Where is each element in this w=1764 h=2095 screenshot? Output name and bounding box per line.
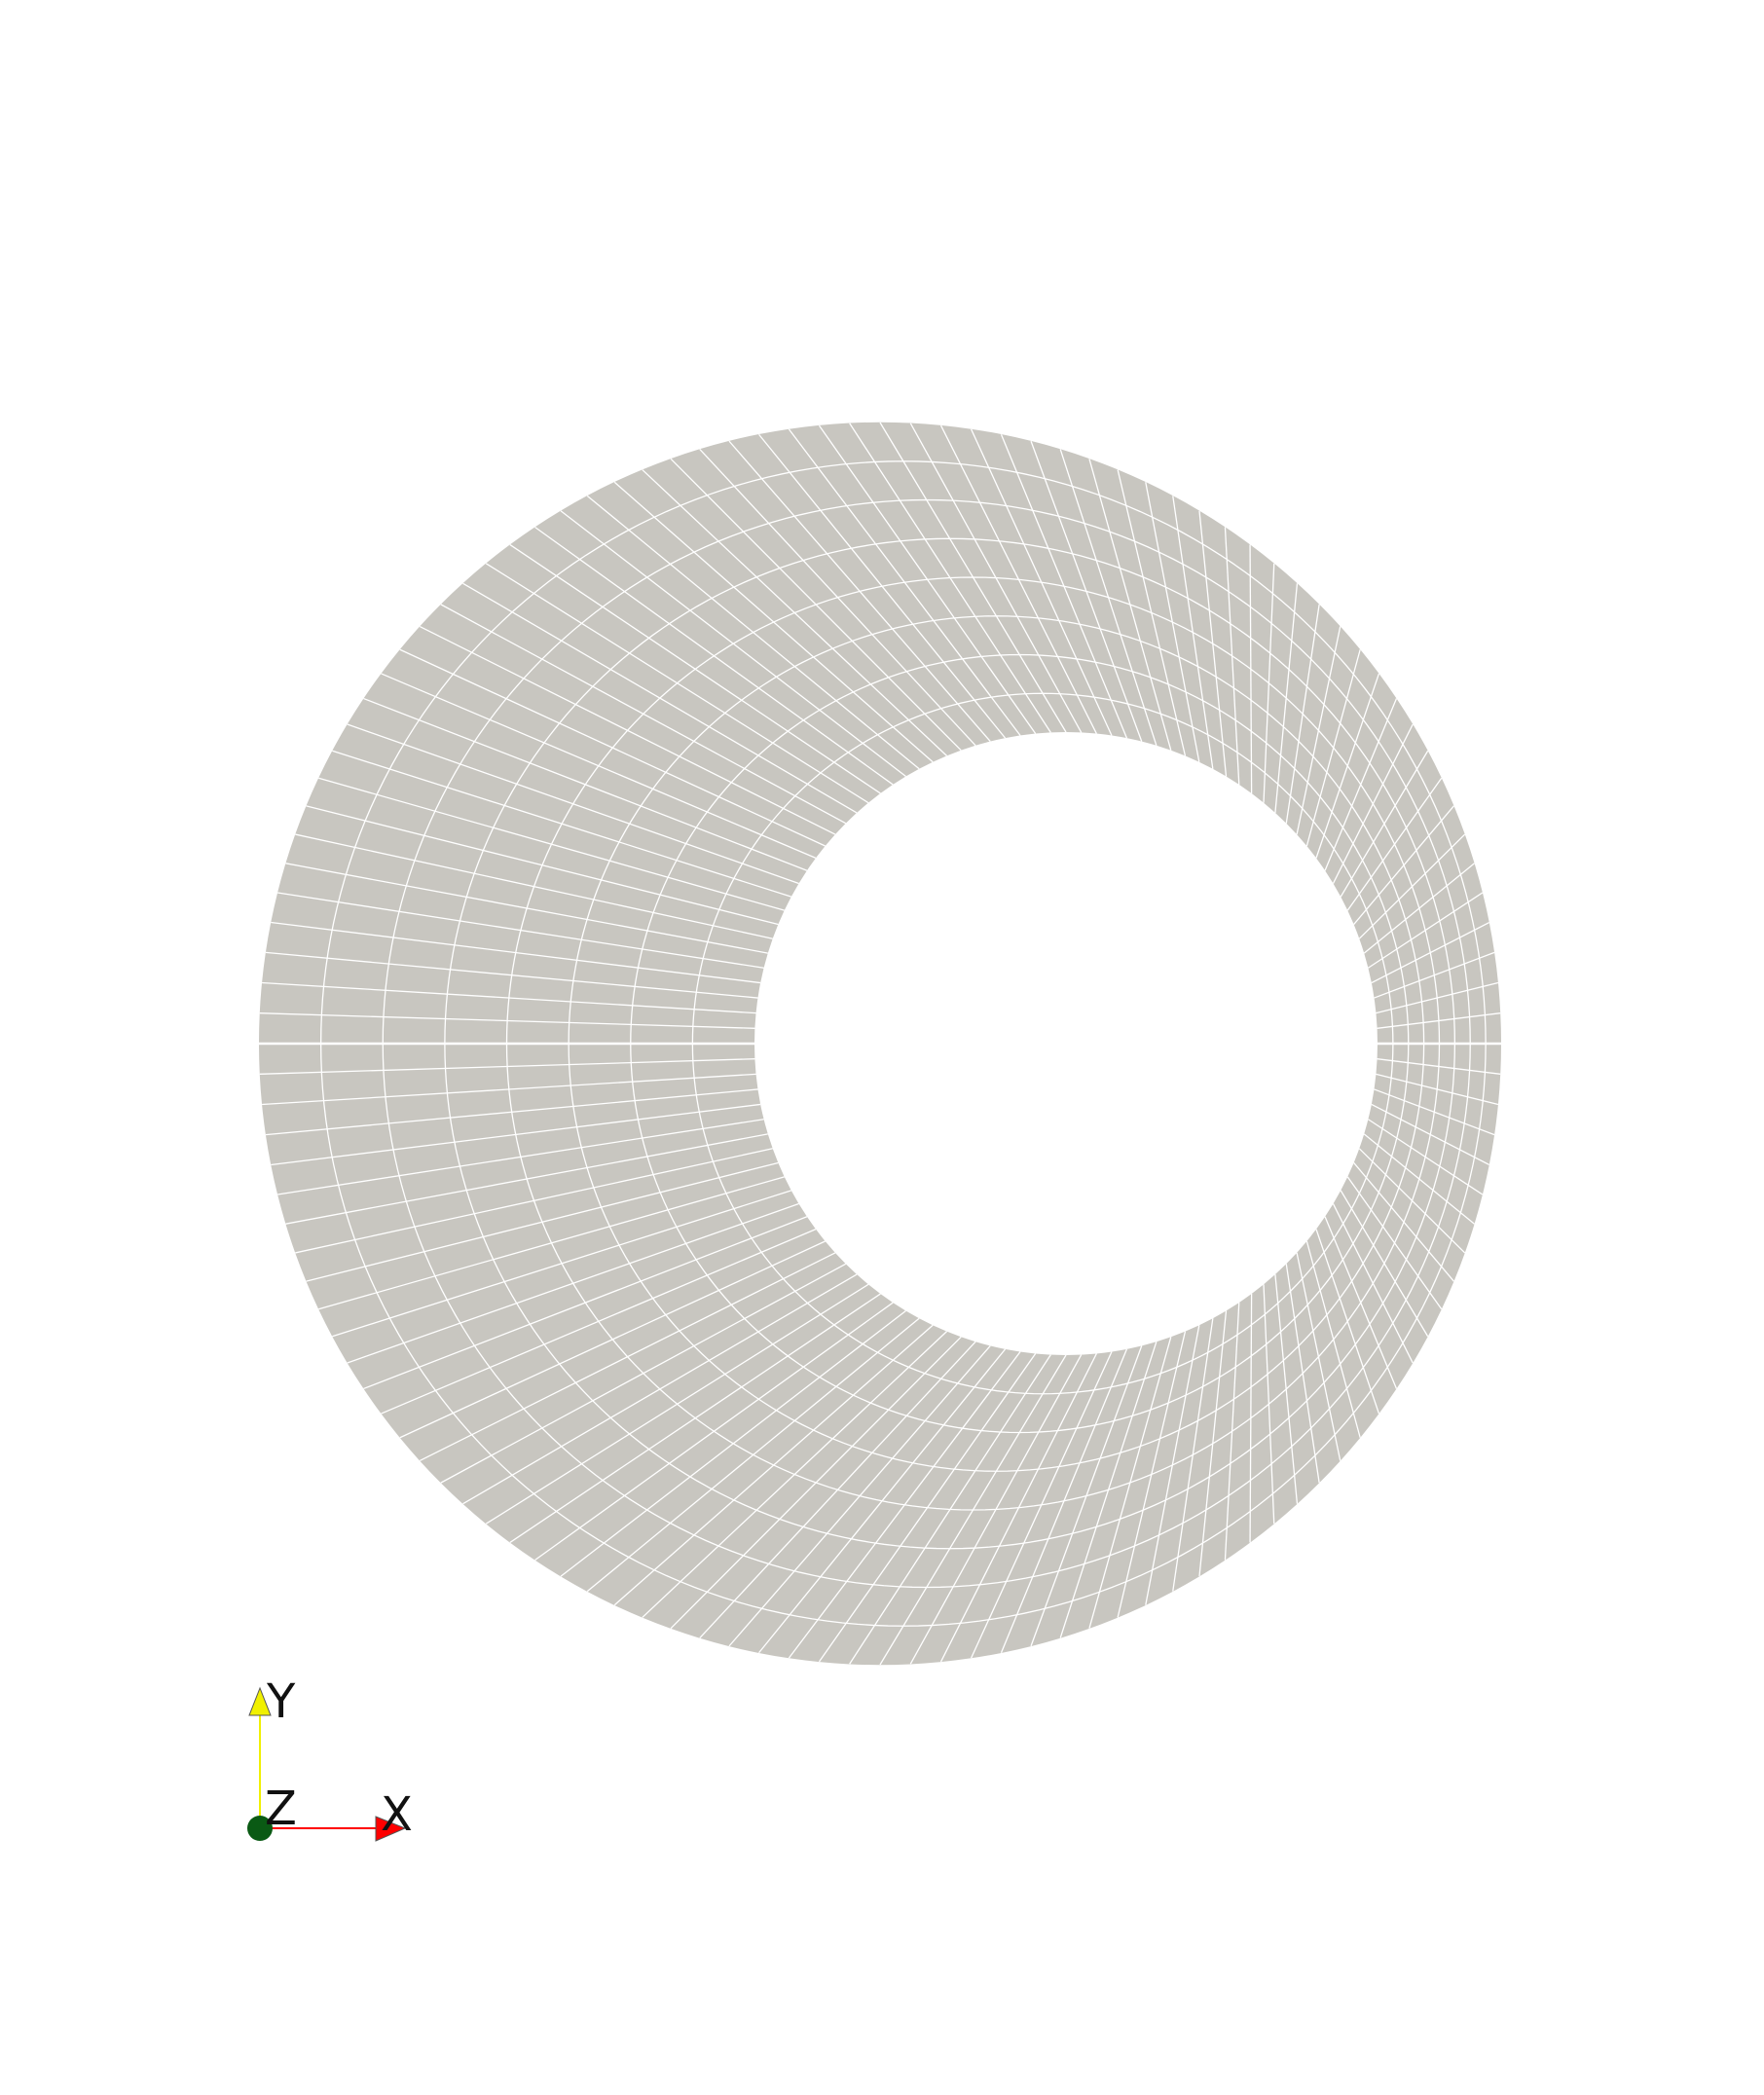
y-axis-arrow-icon [248, 1686, 272, 1716]
annular-mesh [258, 422, 1502, 1666]
y-axis-label: Y [266, 1674, 296, 1729]
x-axis-arrow-icon [375, 1816, 407, 1842]
z-axis-label: Z [265, 1782, 297, 1836]
x-axis-label: X [381, 1787, 413, 1842]
mesh-surface [258, 422, 1502, 1666]
orientation-axes: Y X Z [247, 1674, 413, 1842]
z-axis-origin-icon [247, 1816, 273, 1841]
mesh-edges [259, 422, 1501, 1666]
